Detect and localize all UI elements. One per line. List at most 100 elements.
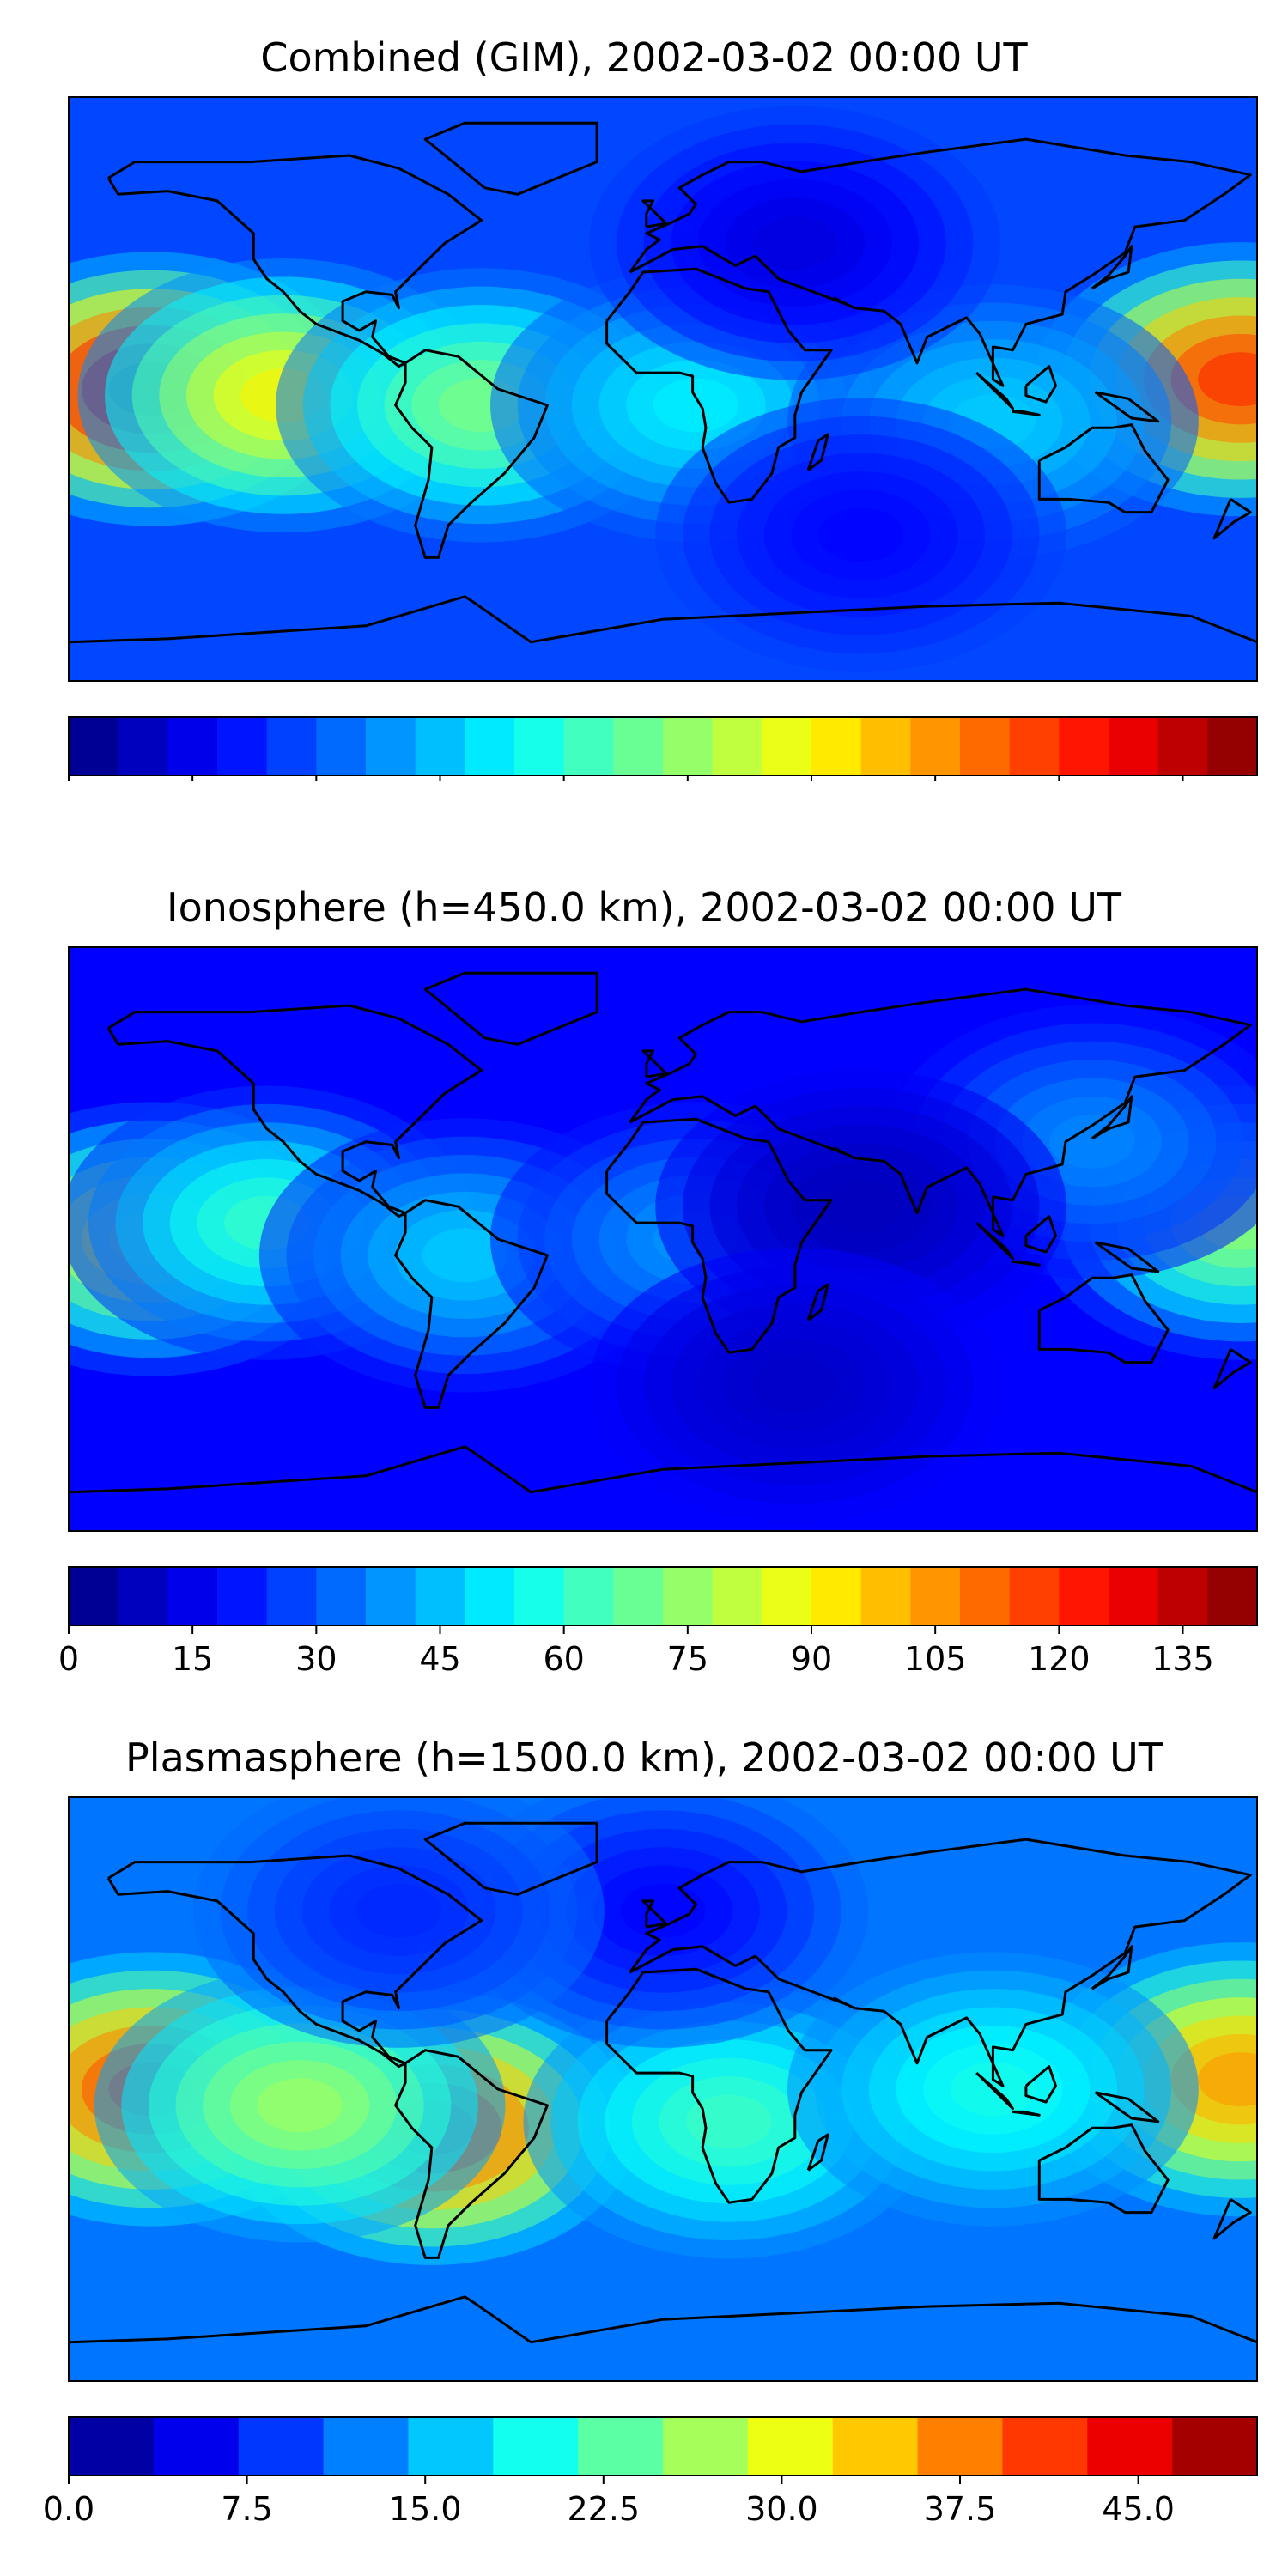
- coastline: [106, 154, 483, 368]
- map-frame: [68, 96, 1258, 682]
- coastline: [1037, 423, 1170, 514]
- colorbar-swatch: [762, 1567, 812, 1625]
- colorbar-swatch: [917, 2417, 1004, 2476]
- coastline: [1012, 410, 1041, 416]
- colorbar-swatch: [1059, 1567, 1109, 1625]
- coastline: [806, 1283, 829, 1321]
- colorbar-tick-label: 45: [419, 1640, 460, 1678]
- colorbar-tick-label: 135: [1151, 1640, 1214, 1678]
- colorbar-swatch: [613, 717, 664, 775]
- coastline: [605, 1117, 833, 1354]
- map-frame: [68, 946, 1258, 1532]
- coastline: [605, 1967, 833, 2204]
- coastline: [106, 1004, 483, 1218]
- coastline: [1212, 498, 1252, 540]
- coastline: [1024, 365, 1057, 404]
- colorbar-swatch: [860, 717, 911, 775]
- coastline: [1094, 1241, 1160, 1273]
- coastline: [69, 1445, 1257, 1494]
- colorbar-swatch: [408, 2417, 494, 2476]
- coastline: [1012, 2110, 1041, 2117]
- colorbar-swatch: [1157, 1567, 1208, 1625]
- field-blob: [655, 398, 1067, 672]
- colorbar-tick-label: 45.0: [1102, 2490, 1175, 2528]
- colorbar-swatch: [1009, 717, 1060, 775]
- colorbar-swatch: [415, 1567, 465, 1625]
- colorbar-swatch: [1207, 1567, 1258, 1625]
- colorbar-swatch: [316, 717, 367, 775]
- colorbar-swatch: [663, 2417, 749, 2476]
- colorbar-swatch: [860, 1567, 911, 1625]
- panel-3-chart: 0.0 7.5 15.0 22.5 30.0 37.5 45.0: [43, 1796, 1258, 2528]
- coastline: [806, 433, 829, 471]
- colorbar-swatch: [465, 717, 515, 775]
- colorbar-swatch: [910, 1567, 961, 1625]
- colorbar-swatch: [118, 1567, 168, 1625]
- field-blob: [589, 106, 1001, 380]
- coastline: [1091, 245, 1133, 290]
- colorbar-swatch: [366, 717, 416, 775]
- colorbar-swatch: [910, 717, 961, 775]
- colorbar-tick-label: 90: [791, 1640, 832, 1678]
- colorbar-swatch: [167, 1567, 218, 1625]
- colorbar-swatch: [217, 717, 268, 775]
- coastlines: [69, 1821, 1257, 2344]
- colorbar-swatch: [663, 1567, 714, 1625]
- colorbar-swatch: [69, 2417, 155, 2476]
- colorbar-tick-label: 105: [904, 1640, 967, 1678]
- colorbar-swatch: [811, 1567, 862, 1625]
- panel-2-title: Ionosphere (h=450.0 km), 2002-03-02 00:0…: [167, 884, 1121, 931]
- map-frame: [68, 1796, 1258, 2382]
- coastline: [423, 971, 598, 1046]
- colorbar-tick-label: 22.5: [567, 2490, 640, 2528]
- colorbar-swatch: [960, 717, 1011, 775]
- colorbar-swatch: [167, 717, 218, 775]
- colorbar-swatch: [69, 717, 119, 775]
- coastline: [1212, 2198, 1252, 2240]
- coastline: [641, 199, 668, 228]
- colorbar-swatch: [514, 717, 565, 775]
- colorbar-swatch: [118, 717, 168, 775]
- coastline: [641, 1899, 668, 1929]
- colorbar-swatch: [217, 1567, 268, 1625]
- colorbar-tick-label: 120: [1028, 1640, 1091, 1678]
- colorbar-tick-label: 30: [295, 1640, 337, 1678]
- coastlines: [69, 121, 1257, 644]
- coastline: [69, 595, 1257, 644]
- colorbar-swatch: [366, 1567, 416, 1625]
- colorbar: 0 15 30 45 60 75 90 105 120 135: [58, 1566, 1258, 1678]
- colorbar-tick-label: 15.0: [389, 2490, 462, 2528]
- colorbar-tick-label: 0.0: [43, 2490, 94, 2528]
- coastline: [1024, 1215, 1057, 1254]
- coastline: [1094, 391, 1160, 423]
- colorbar-swatch: [762, 717, 812, 775]
- panel-1-title: Combined (GIM), 2002-03-02 00:00 UT: [260, 34, 1028, 81]
- coastline: [605, 267, 833, 504]
- colorbar-tick-label: 75: [667, 1640, 708, 1678]
- coastline: [69, 2295, 1257, 2344]
- coastline: [975, 2071, 1014, 2111]
- colorbar-swatch: [323, 2417, 410, 2476]
- colorbar-swatch: [1172, 2417, 1258, 2476]
- coastline: [629, 1838, 1252, 2087]
- coastline: [1012, 1260, 1041, 1267]
- colorbar-swatch: [712, 717, 762, 775]
- coastline: [806, 2133, 829, 2172]
- colorbar-swatch: [1109, 717, 1159, 775]
- colorbar-tick-label: 0: [58, 1640, 79, 1678]
- colorbar-tick-label: 15: [172, 1640, 213, 1678]
- colorbar-swatch: [563, 717, 614, 775]
- coastline: [1091, 1945, 1133, 1990]
- coastline: [106, 1854, 483, 2069]
- colorbar-swatch: [832, 2417, 919, 2476]
- colorbar-tick-label: 37.5: [924, 2490, 997, 2528]
- colorbar-swatch: [1002, 2417, 1088, 2476]
- coastline: [394, 2049, 549, 2259]
- colorbar-swatch: [1157, 717, 1208, 775]
- coastline: [1037, 2123, 1170, 2215]
- colorbar-tick-label: 30.0: [745, 2490, 818, 2528]
- colorbar-swatch: [1009, 1567, 1060, 1625]
- coastline: [1212, 1348, 1252, 1390]
- colorbar-swatch: [712, 1567, 762, 1625]
